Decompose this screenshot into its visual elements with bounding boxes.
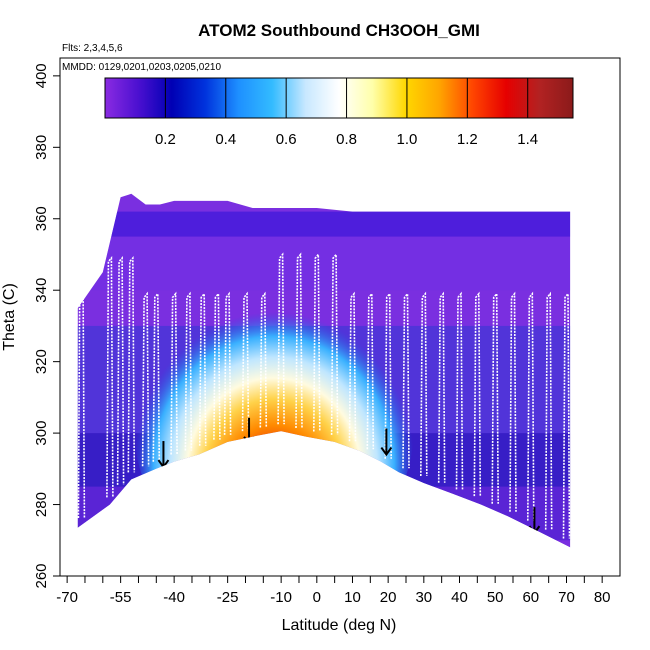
- x-tick-label: -25: [217, 589, 239, 606]
- flight-track: [127, 255, 136, 473]
- x-tick-label: 30: [415, 589, 432, 606]
- colorbar-tick-label: 0.8: [336, 131, 357, 148]
- flight-track: [295, 252, 303, 429]
- flight-track: [544, 291, 553, 530]
- colorbar-tick-label: 0.4: [215, 131, 236, 148]
- flights-note: Flts: 2,3,4,5,6: [62, 43, 123, 54]
- x-tick-label: 70: [558, 589, 575, 606]
- flight-track: [77, 255, 86, 519]
- flight-track: [491, 291, 499, 504]
- flight-track: [527, 291, 535, 521]
- flight-track: [259, 291, 268, 428]
- x-axis: -70 -55 -40 -25 -10 0 10 20 30 40 50 60 70 80: [56, 575, 611, 606]
- y-tick-label: 260: [33, 563, 50, 588]
- chart-title: ATOM2 Southbound CH3OOH_GMI: [198, 21, 480, 40]
- y-tick-label: 300: [33, 421, 50, 446]
- flight-track: [106, 255, 114, 498]
- plot-area: [77, 193, 571, 576]
- flight-tracks: [77, 252, 571, 539]
- flight-track: [402, 291, 410, 469]
- arrow-head: [380, 446, 393, 457]
- y-axis-label: Theta (C): [1, 283, 18, 351]
- y-tick-label: 320: [33, 349, 50, 374]
- colorbar-gradient: [104, 77, 574, 119]
- below-surface-mask: [77, 431, 571, 576]
- colorbar-tick-label: 0.2: [155, 131, 176, 148]
- x-tick-label: 20: [380, 589, 397, 606]
- x-tick-label: 60: [522, 589, 539, 606]
- flight-track: [241, 291, 250, 432]
- flight-track: [420, 291, 428, 477]
- colorbar-tick-label: 0.6: [276, 131, 297, 148]
- flight-track: [562, 291, 571, 539]
- flight-track: [152, 291, 161, 462]
- x-tick-label: 0: [313, 589, 321, 606]
- flight-track: [313, 252, 321, 432]
- field-band: [77, 236, 571, 291]
- y-tick-label: 360: [33, 206, 50, 231]
- flight-track: [213, 291, 221, 440]
- y-tick-label: 400: [33, 63, 50, 88]
- colorbar-tick-label: 1.4: [517, 131, 538, 148]
- flight-track: [473, 291, 482, 497]
- flight-track: [184, 291, 193, 451]
- flight-track: [509, 291, 517, 512]
- x-tick-label: 10: [344, 589, 361, 606]
- y-axis: 260 280 300 320 340 360 380 400: [33, 63, 60, 589]
- colorbar-tick-label: 1.2: [457, 131, 478, 148]
- x-tick-label: 40: [451, 589, 468, 606]
- x-tick-label: -55: [110, 589, 132, 606]
- y-tick-label: 380: [33, 135, 50, 160]
- y-tick-label: 280: [33, 492, 50, 517]
- x-tick-label: -10: [270, 589, 292, 606]
- flight-track: [366, 291, 375, 450]
- flight-track: [170, 291, 178, 455]
- x-axis-label: Latitude (deg N): [282, 617, 397, 634]
- dates-note: MMDD: 0129,0201,0203,0205,0210: [62, 62, 221, 73]
- flight-track: [223, 291, 232, 435]
- flight-track: [198, 291, 207, 446]
- flight-track: [384, 291, 392, 459]
- flight-track: [348, 291, 357, 442]
- x-tick-label: 80: [594, 589, 611, 606]
- colorbar-tick-label: 1.0: [397, 131, 418, 148]
- field-band: [77, 211, 571, 237]
- flight-track: [116, 255, 125, 485]
- x-tick-label: -70: [56, 589, 78, 606]
- colorbar: 0.2 0.4 0.6 0.8 1.0 1.2 1.4: [104, 77, 574, 148]
- flight-track: [141, 291, 150, 467]
- y-tick-label: 340: [33, 278, 50, 303]
- flight-track: [455, 291, 464, 490]
- colorbar-ticks: 0.2 0.4 0.6 0.8 1.0 1.2 1.4: [155, 78, 538, 148]
- x-tick-label: 50: [487, 589, 504, 606]
- x-tick-label: -40: [163, 589, 185, 606]
